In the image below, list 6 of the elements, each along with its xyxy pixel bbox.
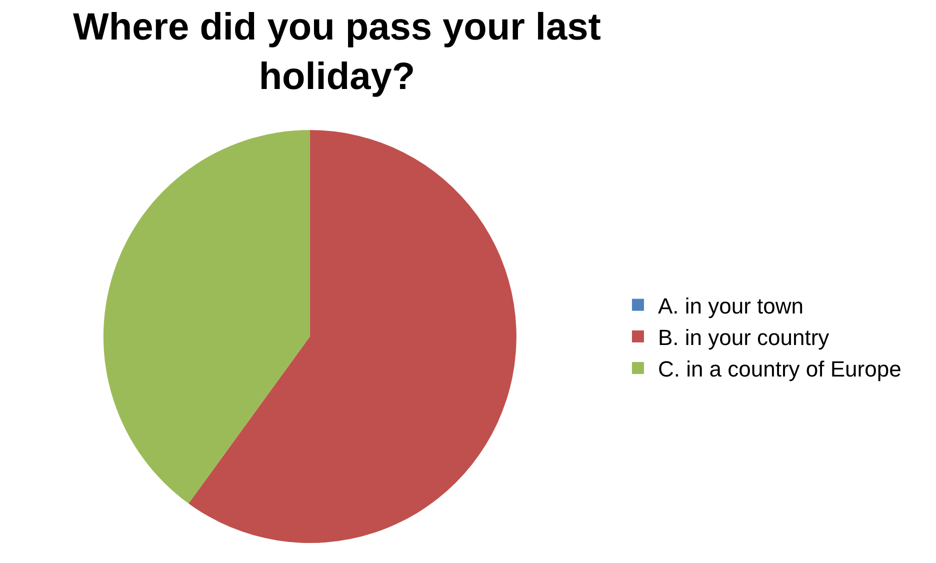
legend-label: C. in a country of Europe [658,356,902,382]
pie-slice [188,130,516,543]
legend-label: B. in your country [658,324,830,350]
pie-slice [104,130,310,504]
legend-label: A. in your town [658,293,804,318]
chart-title: Where did you pass your last holiday? [73,6,602,98]
